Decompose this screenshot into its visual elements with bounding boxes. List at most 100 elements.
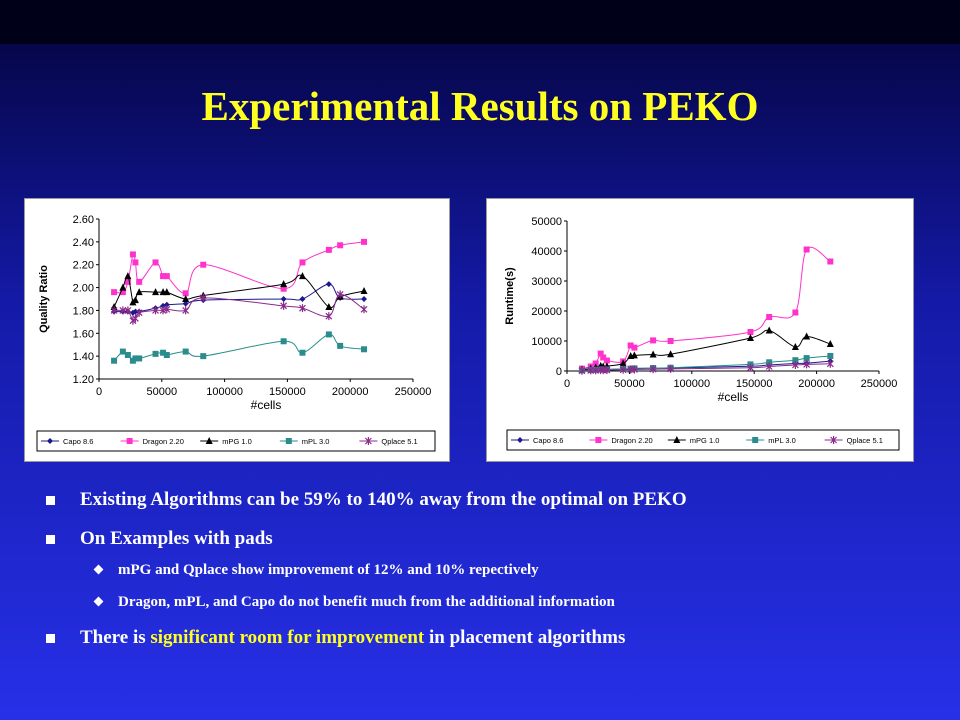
data-point [199,293,207,302]
data-point [361,238,368,245]
x-tick-label: 0 [96,386,102,398]
data-point [325,312,333,321]
legend-item: Qplace 5.1 [359,437,418,446]
square-bullet-icon [46,535,55,544]
data-point [337,242,344,249]
data-point [299,304,306,313]
data-point [163,301,170,308]
data-point [163,273,170,280]
data-point [299,259,306,266]
bullet-text-prefix: There is [80,627,151,648]
data-point [360,287,368,294]
legend-label: Capo 8.6 [533,436,563,445]
y-tick-label: 2.00 [73,283,94,295]
data-point [619,365,627,374]
data-point [119,283,127,291]
data-point [131,314,139,323]
x-tick-label: 100000 [206,386,243,398]
x-tick-label: 50000 [614,378,645,390]
data-point [159,306,167,315]
legend-swatch-marker [673,436,681,443]
data-point [360,305,368,314]
x-tick-label: 200000 [798,378,835,390]
series [578,359,834,375]
data-point [182,295,190,302]
legend-label: Capo 8.6 [63,437,93,446]
data-point [129,251,136,258]
legend-item: Dragon 2.20 [589,436,653,445]
y-tick-label: 30000 [531,276,562,288]
data-point [597,350,604,357]
runtime-chart: 0 10000 20000 30000 40000 50000 0 50000 100000 15… [504,216,900,451]
data-point [131,296,139,304]
data-point [336,290,344,299]
y-tick-label: 2.20 [73,260,94,272]
y-tick-label: 2.40 [73,237,94,249]
data-point [136,278,143,285]
x-tick-label: 200000 [332,386,369,398]
data-point [627,342,634,349]
legend-item: Capo 8.6 [511,436,563,445]
data-point [124,278,131,285]
square-bullet-icon [46,496,55,505]
legend-item: mPL 3.0 [279,437,329,446]
series-line [113,333,365,362]
x-tick-label: 50000 [147,386,178,398]
sub-bullet-item: Dragon, mPL, and Capo do not benefit muc… [46,592,926,612]
series-line [113,274,365,309]
data-point [826,340,834,347]
series-line [581,246,831,370]
quality-ratio-chart: 1.20 1.40 1.60 1.80 2.00 2.20 2.40 2.60 0 50000 10… [36,214,436,452]
data-point [600,354,607,361]
data-point [182,348,189,355]
series-line [581,363,831,372]
data-point [160,273,167,280]
data-point [111,289,118,296]
legend-label: Dragon 2.20 [143,437,184,446]
series [110,272,368,310]
data-point [325,331,332,338]
y-tick-label: 1.20 [73,374,94,386]
data-point [325,281,332,288]
legend-label: mPL 3.0 [768,436,796,445]
legend-label: Qplace 5.1 [847,436,883,445]
data-point [135,308,143,317]
legend-label: Dragon 2.20 [611,436,652,445]
data-point [603,366,611,375]
data-point [119,348,126,355]
data-point [298,272,306,280]
data-point [747,363,754,372]
data-point [792,357,799,364]
slide-title: Experimental Results on PEKO [201,83,759,129]
data-point [152,288,160,296]
x-tick-label: 0 [564,378,570,390]
data-point [766,314,773,320]
data-point [163,305,171,314]
data-point [827,258,834,265]
data-point [152,306,159,315]
data-point [160,349,167,356]
bullet-item: Existing Algorithms can be 59% to 140% a… [46,488,926,511]
legend-swatch-marker [752,437,759,443]
legend-item: Capo 8.6 [41,437,93,446]
y-tick-label: 10000 [531,336,562,348]
diamond-bullet-icon [93,596,104,607]
data-point [136,355,143,362]
quality-ratio-chart-panel: 1.20 1.40 1.60 1.80 2.00 2.20 2.40 2.60 0 50000 10… [24,198,450,462]
bullet-text-suffix: in placement algorithms [424,627,626,648]
data-point [280,285,287,292]
legend-box [506,429,900,451]
data-point [630,351,638,359]
data-point [649,350,657,358]
data-point [124,352,131,358]
data-point [826,359,834,368]
sub-bullet-text: mPG and Qplace show improvement of 12% a… [118,562,539,578]
data-point [361,296,368,302]
bullet-text: Existing Algorithms can be 59% to 140% a… [80,489,687,510]
legend-swatch-marker [830,436,838,444]
legend-swatch-marker [205,437,213,444]
bullet-item: There is significant room for improvemen… [46,626,926,649]
diamond-bullet-icon [93,564,104,575]
y-axis-label: Runtime(s) [504,267,516,325]
legend-swatch-marker [364,437,372,445]
